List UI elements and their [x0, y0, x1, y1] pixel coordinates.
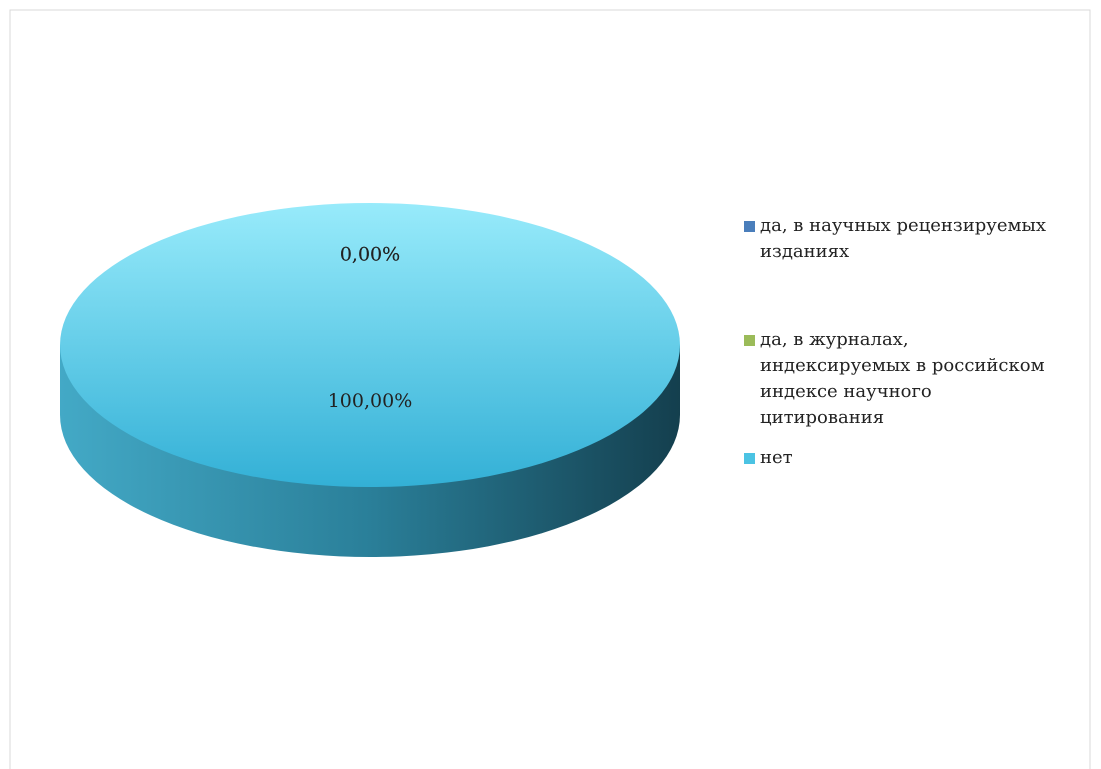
legend-swatch — [744, 335, 755, 346]
pie-slice — [60, 203, 680, 487]
legend-item: да, в научных рецензируемых изданиях — [744, 213, 1101, 265]
legend-swatch — [744, 221, 755, 232]
chart-frame — [9, 9, 1091, 769]
legend-label: да, в научных рецензируемых изданиях — [760, 215, 1046, 262]
data-label: 100,00% — [328, 390, 413, 412]
data-label: 0,00% — [340, 244, 400, 266]
legend: да, в научных рецензируемых изданиях да, … — [744, 213, 1094, 471]
legend-label: да, в журналах, индексируемых в российск… — [760, 329, 1045, 428]
legend-item: да, в журналах, индексируемых в российск… — [744, 327, 1060, 431]
data-label: 0,00% — [340, 244, 400, 266]
legend-item: нет — [744, 445, 1094, 471]
legend-label: нет — [760, 447, 793, 468]
legend-swatch — [744, 453, 755, 464]
